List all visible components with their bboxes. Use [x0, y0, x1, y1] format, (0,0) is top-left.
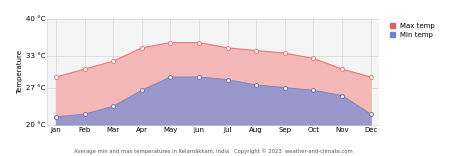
Point	[224, 78, 231, 81]
Point	[109, 60, 117, 62]
Point	[338, 94, 346, 97]
Point	[109, 105, 117, 107]
Point	[81, 68, 88, 70]
Point	[367, 76, 374, 78]
Text: Average min and max temperatures in Kelamākkam, India   Copyright © 2023  weathe: Average min and max temperatures in Kela…	[74, 149, 353, 154]
Point	[224, 47, 231, 49]
Point	[310, 57, 317, 60]
Point	[81, 113, 88, 115]
Point	[367, 113, 374, 115]
Point	[166, 76, 174, 78]
Y-axis label: Temperature: Temperature	[17, 50, 23, 94]
Point	[195, 76, 203, 78]
Point	[138, 89, 146, 92]
Point	[310, 89, 317, 92]
Point	[166, 41, 174, 44]
Point	[138, 47, 146, 49]
Point	[52, 76, 60, 78]
Point	[253, 49, 260, 52]
Point	[253, 84, 260, 86]
Point	[281, 52, 289, 54]
Point	[195, 41, 203, 44]
Point	[338, 68, 346, 70]
Point	[281, 86, 289, 89]
Point	[52, 116, 60, 118]
Legend: Max temp, Min temp: Max temp, Min temp	[389, 22, 436, 38]
